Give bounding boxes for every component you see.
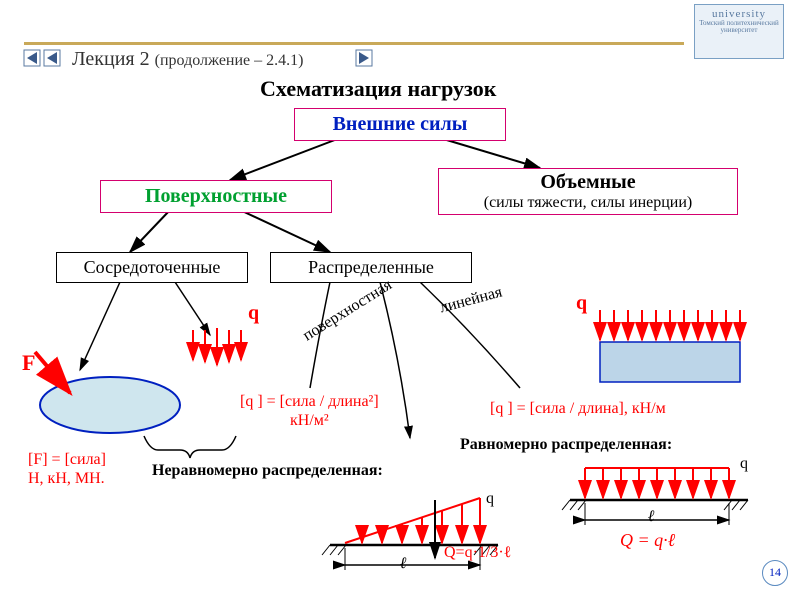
eq-Qql3: Q=q·1/3·ℓ xyxy=(444,544,511,562)
unit-q1: [q ] = [сила / длина], кН/м xyxy=(490,400,666,418)
header-rule xyxy=(24,42,684,45)
node-distributed: Распределенные xyxy=(270,252,472,283)
logo-sub: Томский политехнический университет xyxy=(695,20,783,34)
label-q2: q xyxy=(576,292,587,315)
q-cluster-ellipse xyxy=(193,328,241,365)
label-q1: q xyxy=(248,302,259,325)
label-q-tri: q xyxy=(486,490,494,508)
edge-surf-conc xyxy=(130,210,170,252)
edge-dist-center xyxy=(380,282,410,438)
node-volume-title: Объемные xyxy=(443,171,733,194)
uniform-load-diagram xyxy=(562,468,748,525)
edge-surf-dist xyxy=(240,210,330,252)
label-uniform: Равномерно распределенная: xyxy=(460,436,672,454)
nav-back-group xyxy=(44,50,60,66)
edge-conc-q xyxy=(175,282,210,335)
slide-number: 14 xyxy=(762,560,788,586)
label-ell-uni: ℓ xyxy=(648,508,655,526)
force-F-arrow xyxy=(35,352,70,393)
lecture-label: Лекция 2 xyxy=(72,48,155,70)
nav-prev-group xyxy=(24,50,40,66)
q-row-rect xyxy=(600,310,740,340)
unit-q2: [q ] = [сила / длина²] кН/м² xyxy=(240,392,379,430)
node-concentrated: Сосредоточенные xyxy=(56,252,248,283)
label-q-uni: q xyxy=(740,455,748,473)
edge-root-surf xyxy=(230,138,340,180)
eq-Qql: Q = q·ℓ xyxy=(620,530,675,551)
lecture-header: Лекция 2 (продолжение – 2.4.1) xyxy=(72,48,303,71)
rect-body xyxy=(600,342,740,382)
node-root: Внешние силы xyxy=(294,108,506,141)
nav-next-group xyxy=(356,50,372,66)
edge-root-vol xyxy=(440,138,540,168)
lecture-cont: (продолжение – 2.4.1) xyxy=(155,52,304,69)
edge-conc-F xyxy=(80,282,120,370)
label-ell-tri: ℓ xyxy=(400,555,407,573)
ellipse-bracket xyxy=(144,436,236,458)
university-logo: university Томский политехнический униве… xyxy=(694,4,784,59)
page-title: Схематизация нагрузок xyxy=(260,76,496,102)
unit-F: [F] = [сила] Н, кН, МН. xyxy=(28,450,106,488)
node-surface: Поверхностные xyxy=(100,180,332,213)
label-F: F xyxy=(22,350,35,376)
label-nonuniform: Неравномерно распределенная: xyxy=(152,462,383,480)
node-volume-sub: (силы тяжести, силы инерции) xyxy=(443,194,733,212)
node-volume: Объемные (силы тяжести, силы инерции) xyxy=(438,168,738,215)
